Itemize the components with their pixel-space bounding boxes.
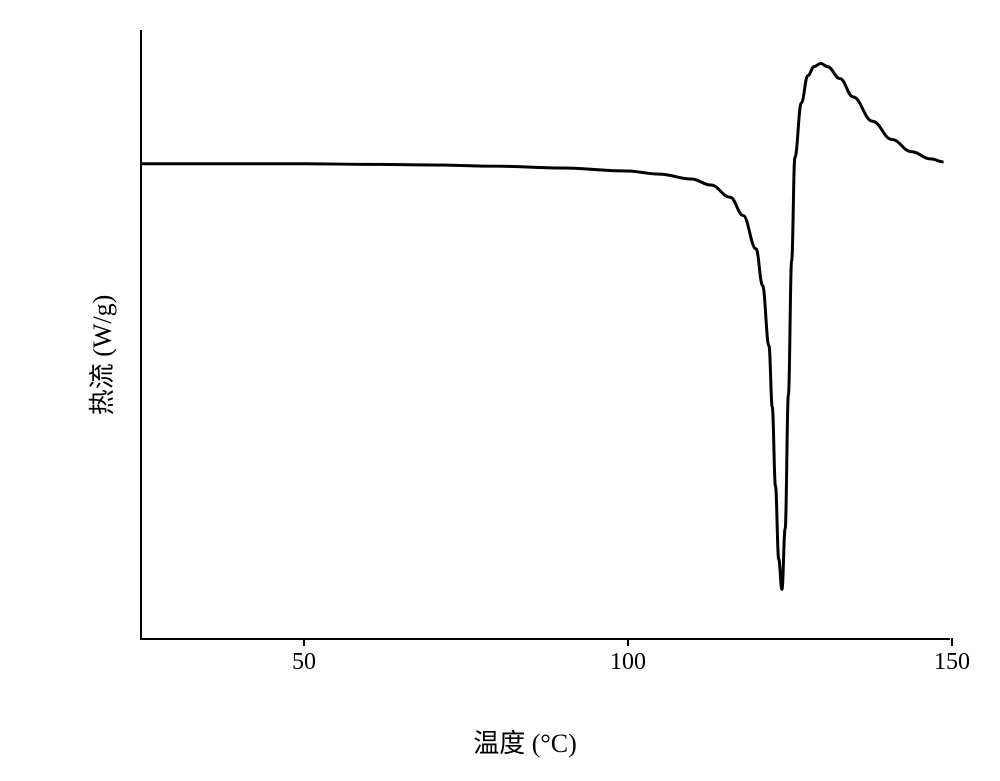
x-axis-label: 温度 (°C)	[473, 723, 577, 760]
x-tick-50	[303, 638, 305, 646]
y-axis-label: 热流 (W/g)	[82, 295, 119, 416]
x-tick-label-150: 150	[934, 649, 970, 676]
plot-area: 50 100 150	[140, 30, 950, 640]
x-tick-label-50: 50	[292, 649, 316, 676]
dsc-chart: 50 100 150 热流 (W/g) 温度 (°C)	[100, 30, 950, 680]
x-tick-100	[627, 638, 629, 646]
dsc-curve	[142, 30, 950, 638]
x-tick-150	[951, 638, 953, 646]
x-tick-label-100: 100	[610, 649, 646, 676]
